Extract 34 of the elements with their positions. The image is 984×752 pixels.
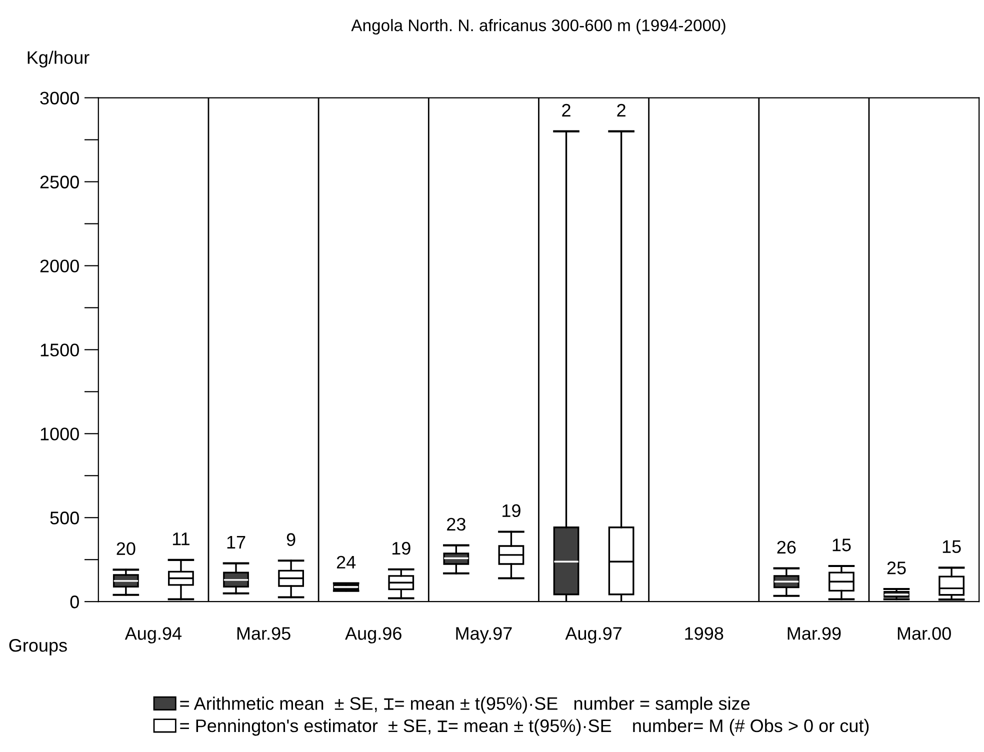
text: 20	[116, 542, 136, 556]
text: 24	[336, 556, 356, 568]
x-tick-label: May.97	[456, 627, 512, 644]
text: 26	[777, 540, 796, 554]
text: 15	[942, 540, 961, 553]
x-tick-label: Aug.96	[345, 627, 402, 644]
text: 25	[887, 562, 906, 574]
y-tick-label: 1500	[40, 344, 79, 356]
text: 9	[286, 533, 296, 546]
legend-label: = Arithmetic mean ± SE, ⌶= mean ± t(95%)·SE number = sample size	[180, 696, 750, 714]
text: 2	[562, 104, 570, 116]
text: 15	[832, 538, 851, 552]
x-tick-label: Mar.99	[788, 627, 841, 640]
legend-label: = Pennington's estimator ± SE, ⌶= mean ± t(95%)·SE number= M (# Obs > 0 or cut)	[180, 718, 869, 736]
x-axis-title: Groups	[9, 639, 67, 656]
text: 11	[172, 532, 190, 546]
text: 23	[447, 518, 466, 531]
y-tick-label: 2500	[40, 176, 79, 188]
text: 19	[502, 504, 520, 518]
x-tick-label: Aug.94	[124, 627, 182, 644]
text: 17	[227, 536, 246, 548]
x-tick-label: Mar.95	[237, 627, 290, 640]
text: 19	[392, 542, 410, 555]
y-tick-label: 1000	[40, 428, 79, 440]
y-tick-label: 500	[50, 512, 79, 524]
x-tick-label: 1998	[685, 627, 724, 640]
y-tick-label: 0	[70, 596, 79, 608]
text: 2	[617, 104, 626, 116]
x-tick-label: Aug.97	[565, 627, 622, 644]
y-tick-label: 2000	[40, 260, 79, 272]
y-tick-label: 3000	[40, 92, 79, 104]
y-axis-title: Kg/hour	[28, 50, 90, 68]
x-tick-label: Mar.00	[898, 627, 951, 640]
chart-title: Angola North. N. africanus 300-600 m (1994-2000)	[351, 19, 726, 35]
